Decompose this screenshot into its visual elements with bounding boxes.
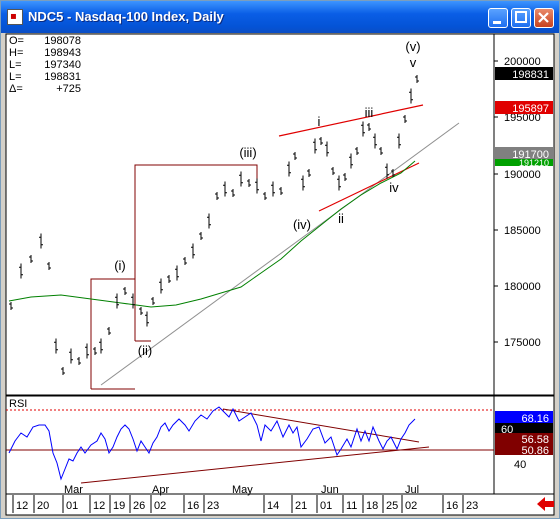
date-tick-17: 23: [466, 500, 478, 512]
date-tick-0: 12: [16, 500, 28, 512]
price-tick-180000: 180000: [504, 281, 541, 293]
month-jun: Jun: [321, 484, 339, 496]
date-tick-8: 23: [207, 500, 219, 512]
wave-label-iv: iv: [389, 180, 399, 195]
rsi-tags: 68.16 60 56.58 50.86: [495, 411, 553, 457]
rsi-support-line: [80, 446, 430, 484]
date-tick-2: 01: [66, 500, 78, 512]
date-tick-4: 19: [113, 500, 125, 512]
price-bars: [9, 75, 419, 375]
readout-last-value: 198831: [44, 71, 81, 83]
month-may: May: [232, 484, 253, 496]
wave-label-iii: iii: [365, 105, 374, 120]
chart-app-icon[interactable]: ▪: [7, 9, 23, 25]
price-tick-190000: 190000: [504, 169, 541, 181]
trendline-price-tag: [495, 147, 553, 159]
moving-average-line: [8, 160, 416, 308]
date-tick-1: 20: [37, 500, 49, 512]
price-annotations: [90, 104, 460, 390]
wave-label-ii-paren: (ii): [138, 343, 152, 358]
close-button[interactable]: [534, 8, 554, 28]
month-mar: Mar: [64, 484, 83, 496]
date-tick-7: 16: [187, 500, 199, 512]
price-tick-200000: 200000: [504, 56, 541, 68]
readout-high-label: H=: [9, 47, 23, 59]
date-tick-13: 18: [366, 500, 378, 512]
date-tick-5: 26: [133, 500, 145, 512]
maximize-icon: [515, 11, 527, 23]
date-tick-10: 21: [295, 500, 307, 512]
channel-price-tag-label: 195897: [512, 103, 549, 115]
date-tick-3: 12: [93, 500, 105, 512]
rsi-label: RSI: [9, 398, 27, 410]
readout-last-label: L=: [9, 71, 22, 83]
chart-area: O= 198078 H= 198943 L= 197340 L= 198831 …: [5, 33, 555, 516]
red-left-arrow-icon[interactable]: [537, 497, 554, 511]
price-tick-195000: 195000: [504, 112, 541, 124]
date-tick-11: 01: [320, 500, 332, 512]
maximize-button[interactable]: [511, 8, 531, 28]
readout-open-label: O=: [9, 35, 24, 47]
rsi-line: [8, 406, 416, 481]
price-tick-175000: 175000: [504, 337, 541, 349]
ma-price-tag-label: 191210: [519, 158, 549, 168]
rsi-resistance-tag-label: 56.58: [521, 434, 549, 446]
window-title: NDC5 - Nasdaq-100 Index, Daily: [28, 9, 224, 24]
rsi-panel: [5, 395, 495, 495]
rsi-axis: 40: [514, 459, 526, 471]
date-tick-16: 16: [446, 500, 458, 512]
month-apr: Apr: [152, 484, 169, 496]
rsi-support-tag-label: 50.86: [521, 445, 549, 457]
rsi-resistance-line: [222, 408, 420, 443]
month-jul: Jul: [405, 484, 419, 496]
wave-label-iii-paren: (iii): [239, 145, 256, 160]
readout-high-value: 198943: [44, 47, 81, 59]
rsi-resistance-tag: [495, 433, 553, 444]
readout-low-label: L=: [9, 59, 22, 71]
date-tick-6: 02: [154, 500, 166, 512]
wave-box-2: [134, 164, 258, 341]
wave-label-i-paren: (i): [114, 258, 126, 273]
price-axis-panel: [493, 33, 555, 396]
wave-label-iv-paren: (iv): [293, 217, 311, 232]
date-tick-12: 11: [346, 500, 357, 512]
long-trendline: [100, 122, 460, 386]
trendline-price-tag-label: 191700: [512, 149, 549, 161]
ohlc-readout: O= 198078 H= 198943 L= 197340 L= 198831 …: [9, 35, 81, 95]
date-tick-15: 02: [405, 500, 417, 512]
rsi-support-tag: [495, 444, 553, 455]
rsi-60-tag: [495, 423, 553, 434]
ma-price-tag: [495, 159, 553, 166]
price-panel: [5, 33, 495, 396]
rsi-value-tag-label: 68.16: [521, 413, 549, 425]
wave-labels: (i) (ii) (iii) (iv) (v) v i ii iii iv: [114, 39, 420, 358]
date-tick-14: 25: [386, 500, 398, 512]
readout-low-value: 197340: [44, 59, 81, 71]
minimize-button[interactable]: [488, 8, 508, 28]
channel-price-tag: [495, 101, 553, 114]
wave-label-ii: ii: [338, 211, 344, 226]
readout-open-value: 198078: [44, 35, 81, 47]
last-price-tag: [495, 67, 553, 80]
title-bar[interactable]: ▪ NDC5 - Nasdaq-100 Index, Daily: [1, 1, 559, 33]
last-price-tag-label: 198831: [512, 69, 549, 81]
rsi-value-tag: [495, 411, 553, 423]
date-tick-9: 14: [267, 500, 279, 512]
date-axis: 12 20 01 12 19 26 02 16 23 14 21 01 11 18 25 02 16 23 Mar…: [12, 484, 478, 513]
wave-label-v-paren: (v): [405, 39, 420, 54]
readout-change-label: Δ=: [9, 83, 23, 95]
close-icon: [538, 12, 549, 23]
readout-change-value: +725: [56, 83, 81, 95]
wave-label-i: i: [318, 114, 321, 129]
wave-box-1: [90, 278, 135, 389]
upper-channel-line: [278, 104, 424, 137]
minimize-icon: [493, 21, 501, 24]
price-tags: 198831 195897 191700 191210: [495, 67, 553, 168]
wave-label-v: v: [410, 55, 417, 70]
rsi-tick-40: 40: [514, 459, 526, 471]
price-axis: 200000 195000 190000 185000 180000 17500…: [494, 56, 541, 349]
price-tick-185000: 185000: [504, 225, 541, 237]
lower-channel-line: [318, 162, 420, 212]
